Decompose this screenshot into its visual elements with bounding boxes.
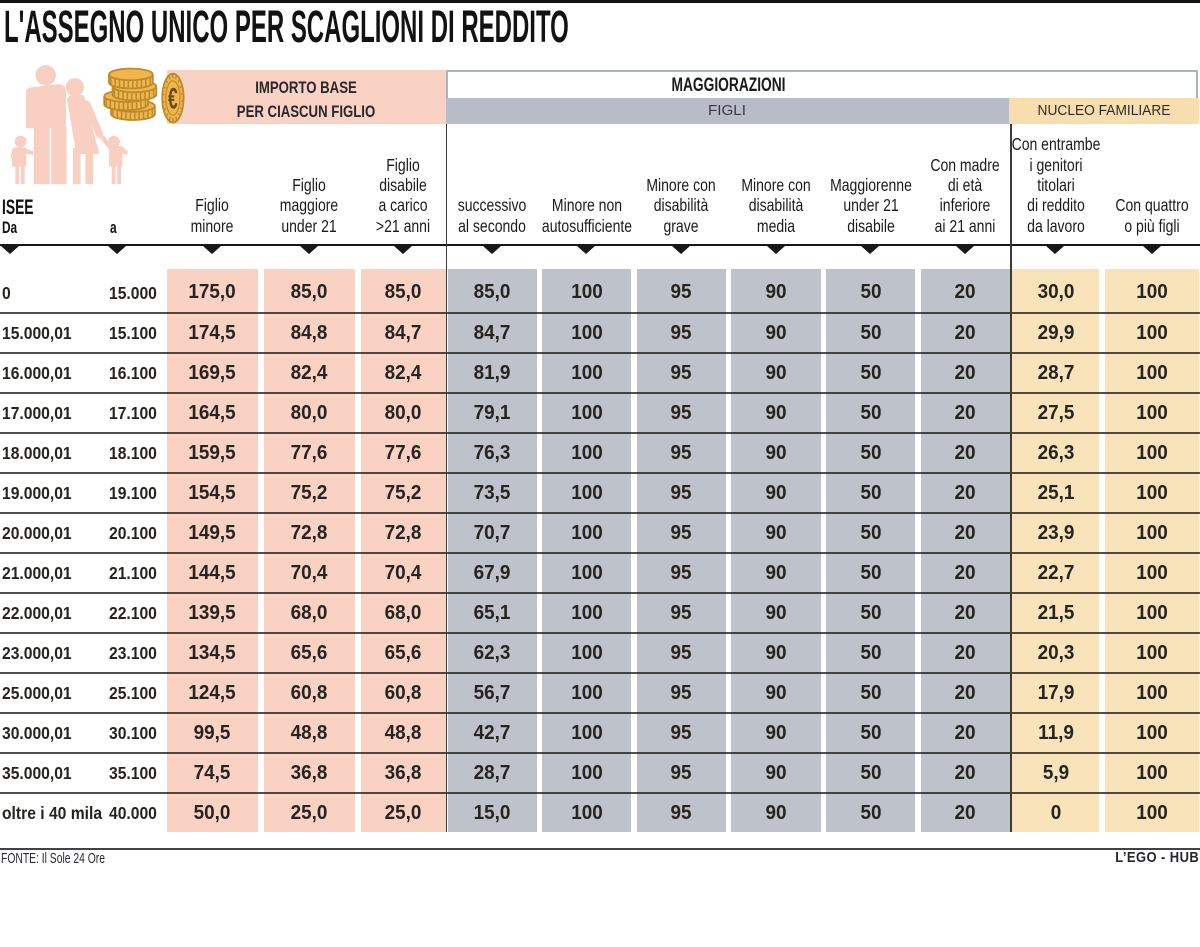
svg-text:€: € [168, 83, 178, 116]
